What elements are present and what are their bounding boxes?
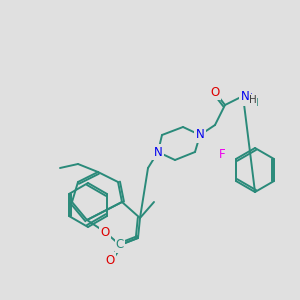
Text: O: O (210, 85, 220, 98)
Text: H: H (251, 98, 259, 108)
Text: O: O (105, 254, 115, 266)
Text: C: C (116, 238, 124, 251)
Text: N: N (241, 89, 249, 103)
Text: O: O (100, 226, 109, 238)
Text: N: N (196, 128, 204, 142)
Text: N: N (154, 146, 162, 158)
Text: N: N (154, 146, 162, 158)
Text: O: O (210, 85, 220, 98)
Text: F: F (219, 148, 225, 160)
Text: H: H (249, 95, 257, 105)
Text: O: O (100, 226, 109, 238)
Text: N: N (244, 92, 252, 106)
Text: O: O (105, 254, 115, 266)
Text: N: N (196, 128, 204, 142)
